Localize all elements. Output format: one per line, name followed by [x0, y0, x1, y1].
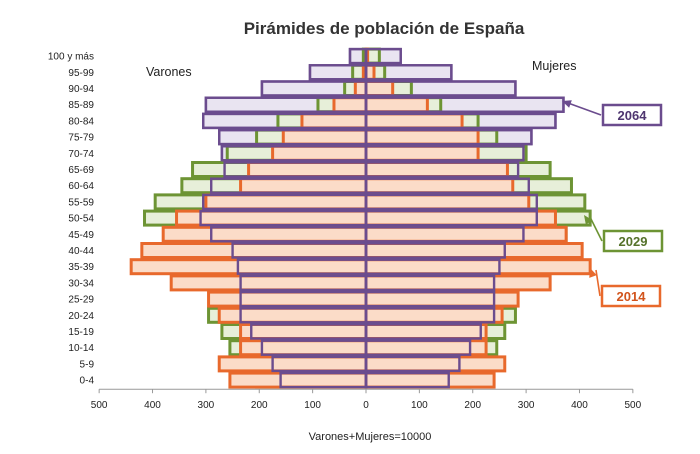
bar-2014-varones-40-44 — [140, 242, 368, 259]
age-group-label: 70-74 — [68, 149, 94, 160]
callout-arrowhead-2029 — [584, 215, 593, 225]
bar-2014-varones-15-19 — [239, 323, 368, 340]
x-tick-label: 500 — [91, 400, 108, 411]
bar-2014-varones-75-79 — [281, 128, 368, 146]
callout-arrow-2014 — [595, 269, 601, 297]
callout-arrowhead-2014 — [589, 268, 597, 278]
bar-2014-varones-60-64 — [239, 177, 368, 195]
x-tick-label: 200 — [251, 400, 268, 411]
age-group-label: 90-94 — [68, 84, 94, 95]
legend-box-2064 — [601, 103, 663, 127]
bar-2014-mujeres-50-54 — [364, 209, 557, 227]
callout-arrow-2064 — [567, 102, 602, 116]
x-tick-label: 400 — [571, 400, 588, 411]
bar-2014-varones-85-89 — [332, 96, 368, 114]
x-tick-label: 300 — [518, 400, 535, 411]
age-group-label: 100 y más — [48, 52, 94, 63]
axes-layer: 100 y más 95-99 90-94 85-89 80-84 75-79 70-74 6… — [48, 48, 642, 411]
age-group-label: 10-14 — [68, 343, 94, 354]
age-group-label: 60-64 — [68, 181, 94, 192]
bar-2014-mujeres-10-14 — [364, 339, 488, 357]
age-group-label: 45-49 — [68, 230, 94, 241]
age-group-label: 95-99 — [68, 68, 94, 79]
age-group-label: 30-34 — [68, 278, 94, 289]
x-tick-label: 500 — [625, 400, 642, 411]
age-group-label: 25-29 — [68, 295, 94, 306]
legend-label-2064: 2064 — [618, 108, 648, 123]
age-group-label: 80-84 — [68, 116, 94, 127]
bar-2014-varones-70-74 — [271, 144, 368, 162]
bar-2014-mujeres-60-64 — [364, 177, 515, 195]
bar-2014-varones-35-39 — [129, 258, 368, 276]
age-group-label: 65-69 — [68, 165, 94, 176]
x-tick-label: 400 — [144, 400, 161, 411]
bar-2014-mujeres-55-59 — [364, 193, 531, 211]
legend-box-2014 — [600, 284, 662, 308]
bar-2014-mujeres-75-79 — [364, 128, 480, 146]
bar-2014-varones-5-9 — [217, 355, 368, 373]
x-tick-label: 200 — [464, 400, 481, 411]
x-tick-label: 100 — [411, 400, 428, 411]
chart-title: Pirámides de población de España — [244, 19, 525, 38]
age-group-label: 50-54 — [68, 214, 94, 225]
bar-2014-mujeres-0-4 — [364, 371, 496, 389]
callout-arrow-2029 — [589, 216, 603, 242]
x-tick-label: 300 — [198, 400, 215, 411]
bar-2014-mujeres-70-74 — [364, 144, 480, 162]
age-group-label: 0-4 — [80, 376, 95, 387]
bar-2014-varones-50-54 — [175, 209, 368, 227]
x-tick-label: 100 — [304, 400, 321, 411]
varones-label: Varones — [146, 65, 192, 79]
x-axis-label: Varones+Mujeres=10000 — [309, 431, 432, 443]
bar-2014-mujeres-25-29 — [364, 290, 520, 308]
age-group-label: 35-39 — [68, 262, 94, 273]
legend-callouts: 2064 2029 2014 — [562, 100, 664, 308]
bar-2014-mujeres-5-9 — [364, 355, 507, 373]
bar-2014-varones-90-94 — [353, 80, 368, 97]
age-group-label: 85-89 — [68, 100, 94, 111]
bar-2014-mujeres-30-34 — [364, 274, 552, 292]
legend-label-2014: 2014 — [617, 289, 647, 304]
legend-box-2029 — [602, 229, 664, 253]
age-group-label: 40-44 — [68, 246, 94, 257]
age-group-label: 15-19 — [68, 327, 94, 338]
bar-2014-mujeres-85-89 — [364, 96, 429, 114]
bar-2014-mujeres-45-49 — [364, 225, 568, 243]
bar-2014-mujeres-20-24 — [364, 306, 504, 324]
bar-2014-mujeres-15-19 — [364, 323, 488, 340]
bar-2014-varones-30-34 — [169, 274, 368, 292]
bar-2014-mujeres-65-69 — [364, 161, 509, 178]
age-group-label: 55-59 — [68, 197, 94, 208]
age-group-label: 20-24 — [68, 311, 94, 322]
bar-2014-mujeres-80-84 — [364, 112, 464, 130]
bar-2014-mujeres-35-39 — [364, 258, 592, 276]
bar-2014-mujeres-40-44 — [364, 242, 584, 259]
bar-2014-varones-0-4 — [228, 371, 368, 389]
callout-arrowhead-2064 — [562, 100, 572, 108]
bar-2014-varones-10-14 — [239, 339, 368, 357]
x-tick-label: 0 — [363, 400, 369, 411]
bar-2014-varones-80-84 — [300, 112, 368, 130]
bars-layer — [129, 47, 592, 389]
bar-2014-varones-45-49 — [161, 225, 368, 243]
bar-2014-varones-25-29 — [207, 290, 368, 308]
age-group-label: 75-79 — [68, 133, 94, 144]
legend-label-2029: 2029 — [619, 234, 648, 249]
bar-2014-varones-55-59 — [204, 193, 368, 211]
bar-2014-varones-65-69 — [247, 161, 368, 178]
mujeres-label: Mujeres — [532, 59, 576, 73]
bar-2014-mujeres-90-94 — [364, 80, 395, 97]
age-group-label: 5-9 — [80, 359, 95, 370]
